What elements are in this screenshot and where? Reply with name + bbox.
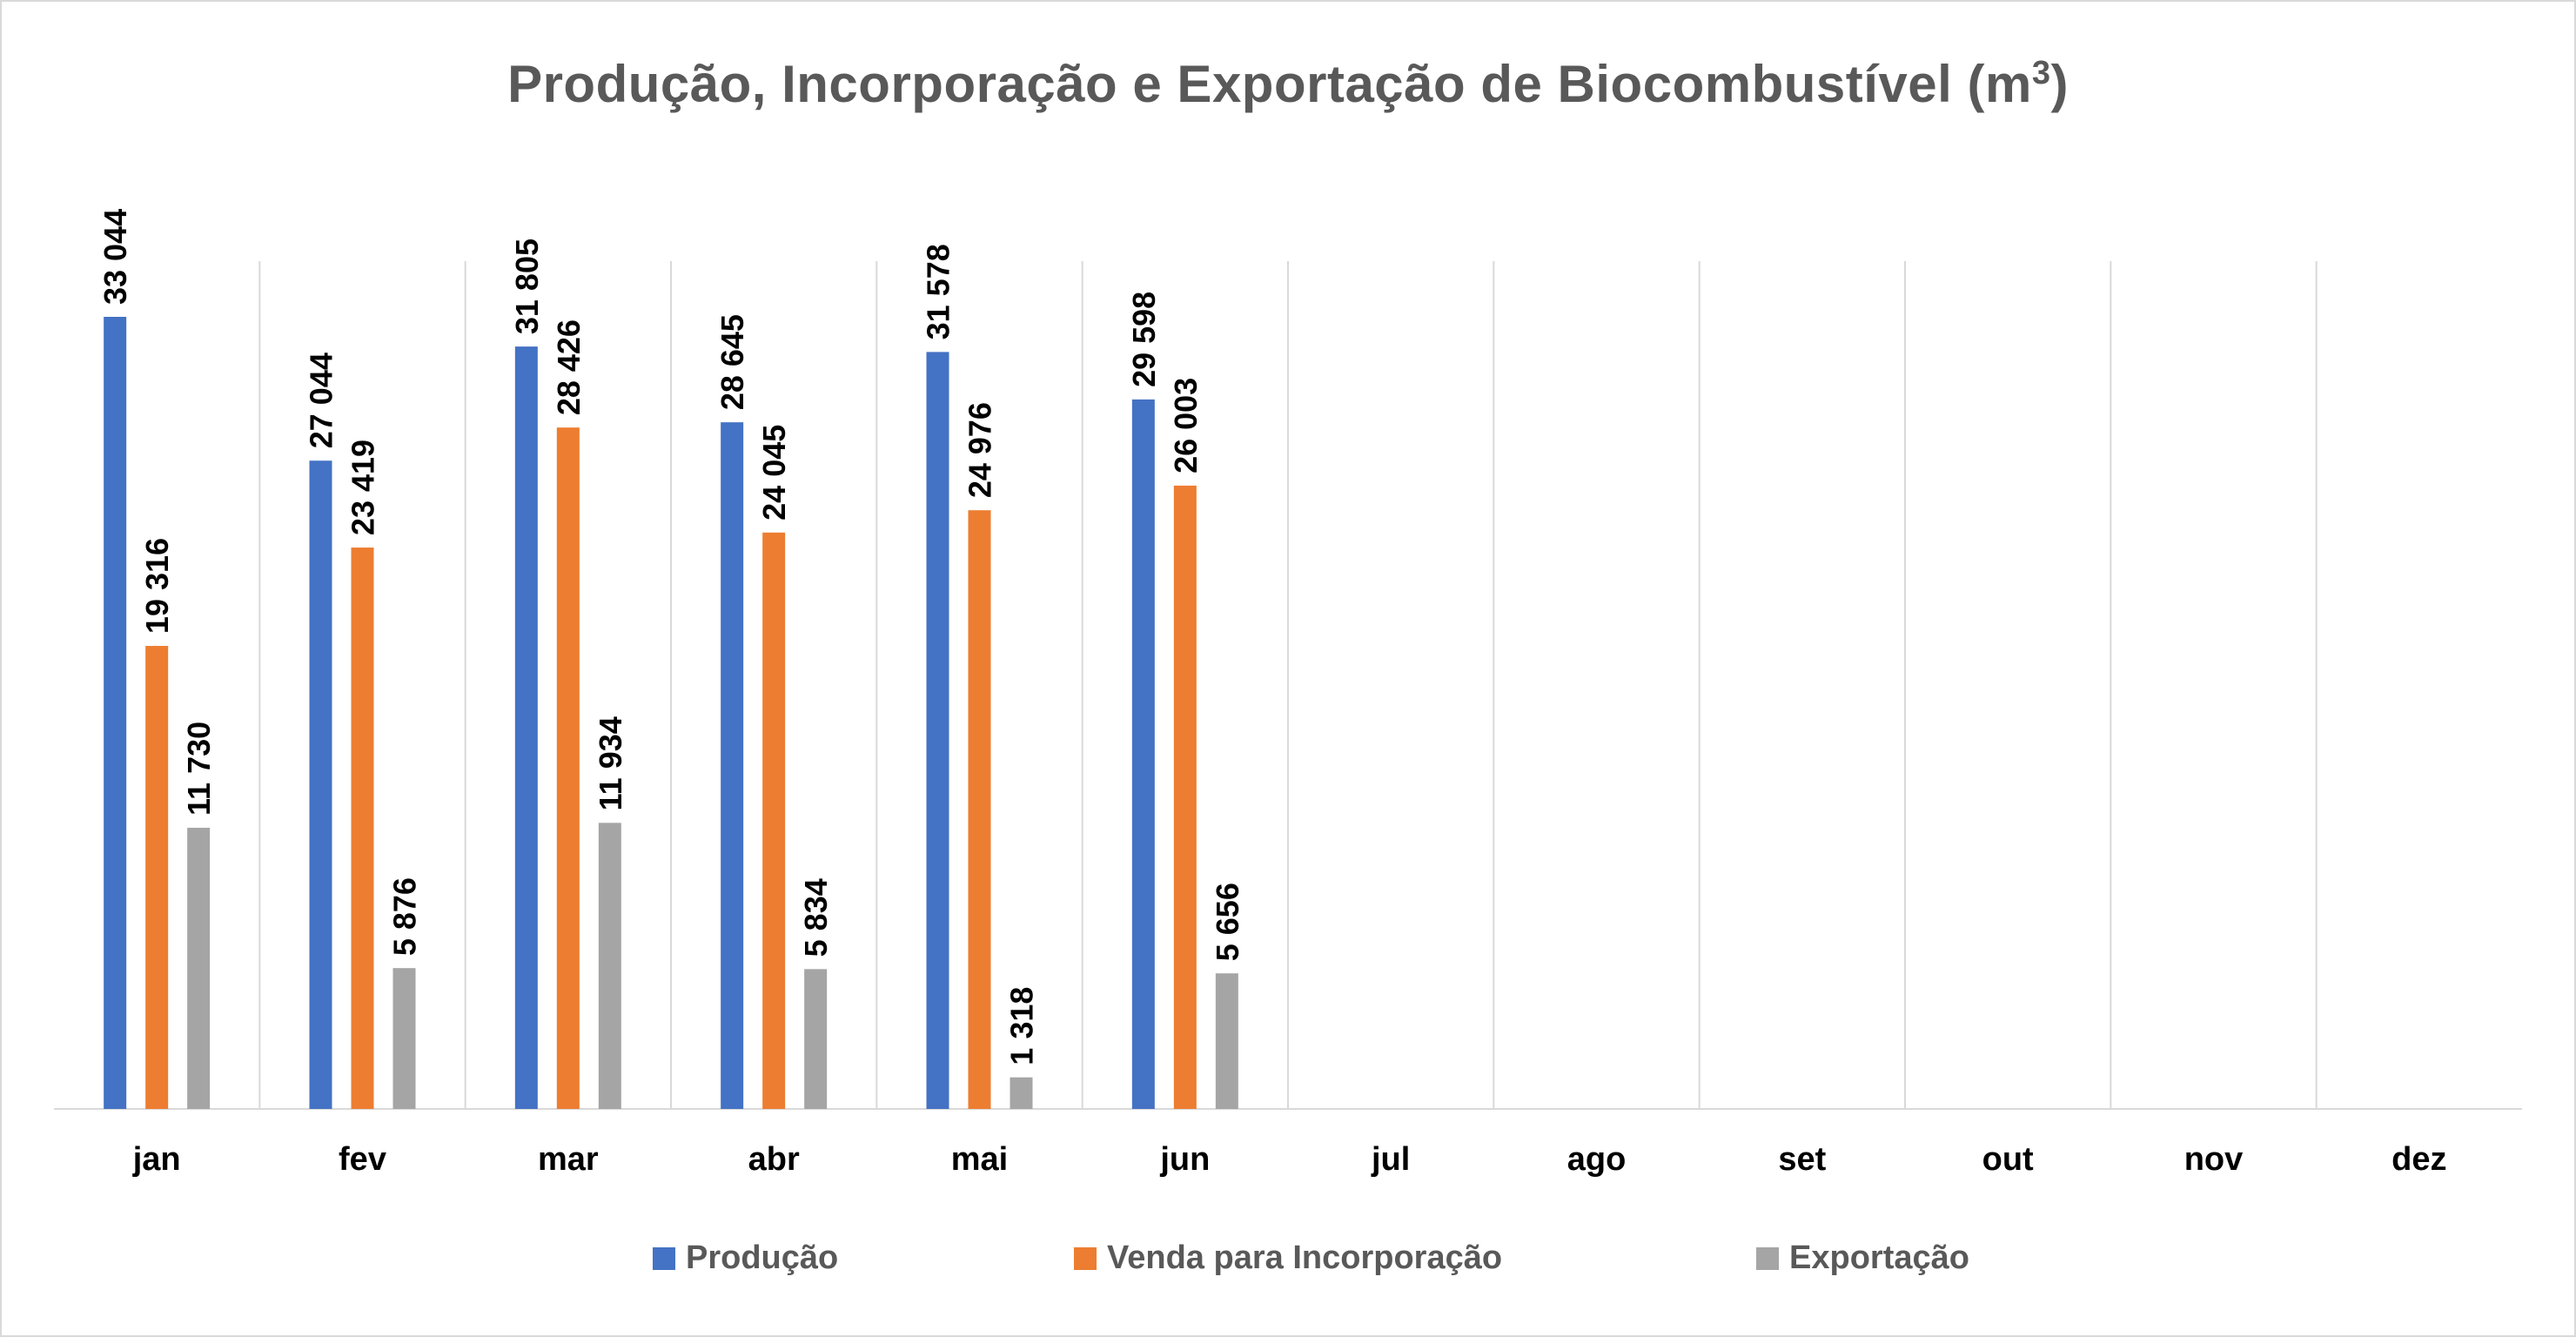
data-label-producao-abr: 28 645 (714, 314, 750, 410)
chart-title: Produção, Incorporação e Exportação de B… (0, 54, 2576, 114)
x-tick-label-dez: dez (2392, 1141, 2446, 1178)
legend-item-producao: Produção (653, 1240, 838, 1277)
legend-label-venda: Venda para Incorporação (1107, 1240, 1503, 1276)
bar-exportacao-mai (1010, 1077, 1033, 1109)
x-tick-label-mar: mar (538, 1141, 599, 1178)
bar-venda-abr (762, 532, 786, 1109)
data-label-exportacao-mar: 11 934 (593, 716, 628, 810)
bar-venda-jan (145, 646, 169, 1109)
bar-producao-abr (721, 422, 744, 1109)
x-tick-label-mai: mai (951, 1141, 1008, 1178)
data-label-producao-jan: 33 044 (97, 209, 133, 305)
bar-exportacao-fev (392, 968, 416, 1109)
chart-title-text: Produção, Incorporação e Exportação de B… (507, 55, 2032, 113)
bar-venda-jun (1173, 485, 1197, 1109)
bar-exportacao-jun (1215, 973, 1238, 1109)
data-label-venda-jan: 19 316 (139, 538, 175, 634)
data-label-venda-mar: 28 426 (551, 319, 587, 415)
bar-exportacao-mar (598, 823, 621, 1109)
bar-exportacao-jan (187, 827, 211, 1109)
x-tick-label-nov: nov (2184, 1141, 2244, 1178)
data-label-exportacao-jan: 11 730 (181, 722, 217, 816)
legend-swatch-venda (1074, 1246, 1097, 1270)
data-label-venda-abr: 24 045 (756, 425, 792, 521)
chart-title-superscript: 3 (2031, 55, 2051, 91)
data-label-producao-fev: 27 044 (304, 353, 339, 448)
legend-label-exportacao: Exportação (1789, 1240, 1969, 1276)
legend-item-venda: Venda para Incorporação (1074, 1240, 1502, 1277)
data-label-exportacao-mai: 1 318 (1004, 987, 1040, 1065)
x-tick-label-jul: jul (1371, 1141, 1410, 1178)
x-tick-label-set: set (1778, 1141, 1826, 1178)
data-label-venda-mai: 24 976 (963, 402, 998, 498)
data-label-producao-jun: 29 598 (1126, 292, 1162, 387)
x-tick-label-jan: jan (132, 1141, 181, 1178)
x-tick-label-abr: abr (748, 1141, 800, 1178)
data-label-exportacao-jun: 5 656 (1210, 883, 1245, 961)
legend-item-exportacao: Exportação (1756, 1240, 1969, 1277)
bar-producao-jan (104, 317, 127, 1109)
bar-producao-mai (926, 352, 949, 1110)
bar-venda-mar (556, 427, 580, 1109)
legend: Produção Venda para Incorporação Exporta… (0, 1240, 2576, 1292)
legend-swatch-exportacao (1756, 1246, 1779, 1270)
legend-swatch-producao (653, 1246, 675, 1270)
x-tick-label-out: out (1982, 1141, 2034, 1178)
bar-venda-mai (968, 510, 991, 1109)
legend-label-producao: Produção (686, 1240, 839, 1276)
bar-venda-fev (351, 548, 374, 1109)
x-tick-label-jun: jun (1159, 1141, 1210, 1178)
bar-producao-fev (309, 460, 332, 1109)
data-label-producao-mar: 31 805 (509, 239, 545, 334)
data-label-producao-mai: 31 578 (921, 244, 956, 339)
bar-exportacao-abr (804, 969, 828, 1109)
x-tick-label-fev: fev (339, 1141, 386, 1178)
data-label-venda-jun: 26 003 (1168, 378, 1204, 474)
chart-title-close: ) (2050, 55, 2069, 113)
data-label-exportacao-fev: 5 876 (387, 877, 423, 956)
data-label-exportacao-abr: 5 834 (798, 878, 834, 957)
data-label-venda-fev: 23 419 (345, 440, 381, 535)
x-tick-label-ago: ago (1567, 1141, 1627, 1178)
bar-producao-mar (514, 346, 538, 1110)
bar-producao-jun (1131, 399, 1155, 1109)
